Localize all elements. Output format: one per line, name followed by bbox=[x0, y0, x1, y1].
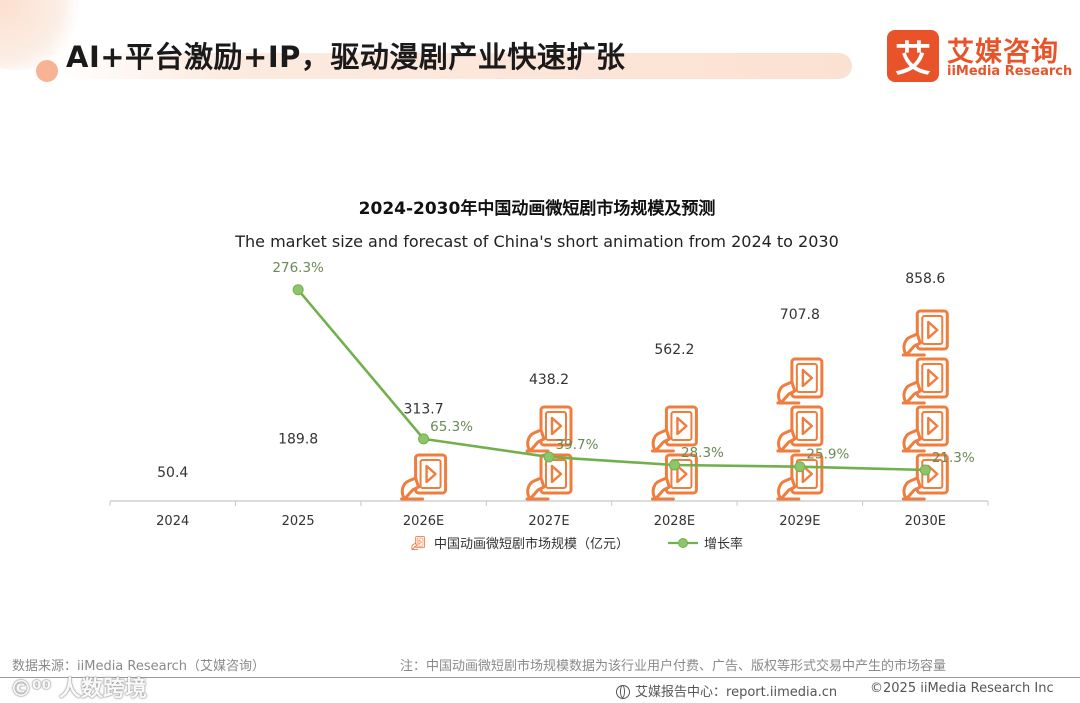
x-tick-label: 2030E bbox=[905, 514, 946, 529]
x-tick-label: 2027E bbox=[528, 514, 569, 529]
x-tick-label: 2025 bbox=[282, 514, 315, 529]
bar-value-label: 50.4 bbox=[157, 465, 188, 481]
bar-2028E bbox=[650, 366, 698, 501]
watermark: ©⁰⁰ 人数跨境 bbox=[10, 677, 147, 702]
bar-value-label: 438.2 bbox=[529, 372, 569, 388]
report-url[interactable]: report.iimedia.cn bbox=[726, 685, 838, 700]
bar-value-label: 189.8 bbox=[278, 431, 318, 447]
growth-rate-label: 28.3% bbox=[681, 445, 724, 461]
bar-icon-partial bbox=[650, 366, 698, 405]
bar-icon bbox=[901, 405, 949, 453]
growth-rate-point-2028E bbox=[668, 459, 680, 471]
bar-value-label: 707.8 bbox=[780, 307, 820, 323]
market-size-chart: 2024-2030年中国动画微短剧市场规模及预测 The market size… bbox=[109, 198, 989, 552]
x-tick-label: 2026E bbox=[403, 514, 444, 529]
bar-2025 bbox=[274, 455, 322, 501]
bar-icon bbox=[901, 357, 949, 405]
chart-legend: 中国动画微短剧市场规模（亿元） 增长率 bbox=[410, 536, 743, 552]
growth-rate-label: 65.3% bbox=[430, 419, 473, 435]
x-tick-label: 2024 bbox=[156, 514, 189, 529]
growth-rate-label: 25.9% bbox=[806, 447, 849, 463]
decor-dot bbox=[36, 60, 58, 82]
growth-rate-label: 21.3% bbox=[932, 450, 975, 466]
report-center: 艾媒报告中心：report.iimedia.cn bbox=[616, 681, 837, 700]
globe-icon bbox=[616, 685, 630, 699]
growth-rate-point-2025 bbox=[292, 284, 304, 296]
title-highlight-bar bbox=[60, 53, 852, 79]
growth-rate-label: 276.3% bbox=[272, 260, 324, 276]
legend-bar-icon bbox=[410, 536, 426, 550]
legend-bar-label: 中国动画微短剧市场规模（亿元） bbox=[434, 536, 629, 552]
x-tick-label: 2028E bbox=[654, 514, 695, 529]
growth-rate-label: 39.7% bbox=[556, 437, 599, 453]
legend-line-label: 增长率 bbox=[704, 536, 743, 552]
growth-rate-line bbox=[297, 288, 926, 472]
bar-icon bbox=[776, 405, 824, 453]
legend-line-marker bbox=[678, 538, 688, 548]
bar-value-label: 562.2 bbox=[654, 342, 694, 358]
logo-mark-icon: 艾 bbox=[887, 30, 939, 82]
x-tick-label: 2029E bbox=[779, 514, 820, 529]
growth-rate-point-2026E bbox=[418, 433, 430, 445]
growth-rate-point-2029E bbox=[794, 461, 806, 473]
footer-divider bbox=[0, 677, 1080, 678]
chart-subtitle: The market size and forecast of China's … bbox=[234, 232, 839, 251]
bar-icon bbox=[901, 309, 949, 357]
logo-name-cn: 艾媒咨询 bbox=[947, 37, 1059, 68]
growth-rate-point-2027E bbox=[543, 451, 555, 463]
brand-logo: 艾 艾媒咨询 iiMedia Research bbox=[887, 30, 1072, 82]
bar-value-label: 313.7 bbox=[404, 402, 444, 418]
bar-icon-partial bbox=[274, 455, 322, 501]
growth-rate-point-2030E bbox=[919, 464, 931, 476]
data-note: 注：中国动画微短剧市场规模数据为该行业用户付费、广告、版权等形式交易中产生的市场… bbox=[400, 659, 947, 674]
page-title: AI+平台激励+IP，驱动漫剧产业快速扩张 bbox=[66, 40, 626, 74]
bar-value-label: 858.6 bbox=[905, 271, 945, 287]
report-center-label: 艾媒报告中心： bbox=[635, 685, 727, 700]
data-source: 数据来源：iiMedia Research（艾媒咨询） bbox=[12, 659, 266, 674]
copyright: ©2025 iiMedia Research Inc bbox=[870, 681, 1054, 696]
logo-name-en: iiMedia Research bbox=[947, 64, 1073, 79]
bar-icon bbox=[776, 357, 824, 405]
chart-title: 2024-2030年中国动画微短剧市场规模及预测 bbox=[359, 198, 716, 219]
bar-icon bbox=[400, 453, 448, 501]
